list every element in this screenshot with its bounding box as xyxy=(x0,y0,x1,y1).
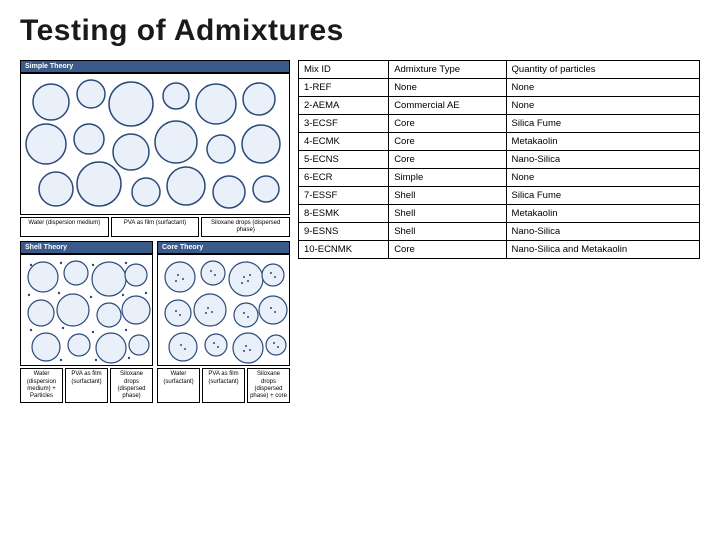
admixture-table: Mix ID Admixture Type Quantity of partic… xyxy=(298,60,700,259)
page-title: Testing of Admixtures xyxy=(0,0,720,48)
diagram-shell-svg xyxy=(21,255,152,365)
table-cell: Nano-Silica xyxy=(506,151,699,169)
label: Water (surfactant) xyxy=(157,368,200,403)
table-row: 7-ESSFShellSilica Fume xyxy=(299,187,700,205)
diagram-shell-header: Shell Theory xyxy=(20,241,153,254)
col-header: Admixture Type xyxy=(389,61,506,79)
table-cell: 4-ECMK xyxy=(299,133,389,151)
diagram-shell-labels: Water (dispersion medium) + Particles PV… xyxy=(20,368,153,403)
table-cell: Commercial AE xyxy=(389,97,506,115)
table-column: Mix ID Admixture Type Quantity of partic… xyxy=(298,60,700,403)
diagram-core-header: Core Theory xyxy=(157,241,290,254)
table-cell: Silica Fume xyxy=(506,187,699,205)
diagram-simple-header: Simple Theory xyxy=(20,60,290,73)
label: Siloxane drops (dispersed phase) + core xyxy=(247,368,290,403)
label: Water (dispersion medium) + Particles xyxy=(20,368,63,403)
table-cell: 9-ESNS xyxy=(299,223,389,241)
table-cell: Core xyxy=(389,241,506,259)
table-row: 4-ECMKCoreMetakaolin xyxy=(299,133,700,151)
table-cell: Silica Fume xyxy=(506,115,699,133)
table-cell: 3-ECSF xyxy=(299,115,389,133)
table-cell: 5-ECNS xyxy=(299,151,389,169)
diagram-core-svg xyxy=(158,255,289,365)
table-row: 1-REFNoneNone xyxy=(299,79,700,97)
diagram-core-labels: Water (surfactant) PVA as film (surfacta… xyxy=(157,368,290,403)
label: PVA as film (surfactant) xyxy=(65,368,108,403)
table-cell: 2-AEMA xyxy=(299,97,389,115)
table-cell: Core xyxy=(389,151,506,169)
table-row: 9-ESNSShellNano-Silica xyxy=(299,223,700,241)
table-cell: None xyxy=(506,169,699,187)
table-row: 8-ESMKShellMetakaolin xyxy=(299,205,700,223)
diagram-simple-svg xyxy=(21,74,289,214)
table-row: 6-ECRSimpleNone xyxy=(299,169,700,187)
table-row: 3-ECSFCoreSilica Fume xyxy=(299,115,700,133)
label: PVA as film (surfactant) xyxy=(111,217,200,237)
label: Siloxane drops (dispersed phase) xyxy=(110,368,153,403)
table-cell: 8-ESMK xyxy=(299,205,389,223)
table-cell: None xyxy=(506,79,699,97)
diagram-simple: Simple Theory Water (dispersion medium) … xyxy=(20,60,290,237)
table-row: 5-ECNSCoreNano-Silica xyxy=(299,151,700,169)
table-cell: 1-REF xyxy=(299,79,389,97)
table-cell: Shell xyxy=(389,205,506,223)
table-cell: 10-ECNMK xyxy=(299,241,389,259)
table-cell: Core xyxy=(389,115,506,133)
diagram-row-bottom: Shell Theory xyxy=(20,241,290,403)
table-cell: None xyxy=(506,97,699,115)
diagram-core: Core Theory xyxy=(157,241,290,403)
table-body: 1-REFNoneNone2-AEMACommercial AENone3-EC… xyxy=(299,79,700,259)
diagram-shell: Shell Theory xyxy=(20,241,153,403)
label: Water (dispersion medium) xyxy=(20,217,109,237)
label: PVA as film (surfactant) xyxy=(202,368,245,403)
col-header: Mix ID xyxy=(299,61,389,79)
table-header-row: Mix ID Admixture Type Quantity of partic… xyxy=(299,61,700,79)
table-row: 2-AEMACommercial AENone xyxy=(299,97,700,115)
diagrams-column: Simple Theory Water (dispersion medium) … xyxy=(20,60,290,403)
table-row: 10-ECNMKCoreNano-Silica and Metakaolin xyxy=(299,241,700,259)
table-cell: 7-ESSF xyxy=(299,187,389,205)
diagram-simple-body xyxy=(20,73,290,215)
table-cell: Nano-Silica xyxy=(506,223,699,241)
table-cell: Core xyxy=(389,133,506,151)
col-header: Quantity of particles xyxy=(506,61,699,79)
content-area: Simple Theory Water (dispersion medium) … xyxy=(20,60,700,403)
table-cell: None xyxy=(389,79,506,97)
table-cell: Shell xyxy=(389,187,506,205)
table-cell: Metakaolin xyxy=(506,205,699,223)
diagram-shell-body xyxy=(20,254,153,366)
label: Siloxane drops (dispersed phase) xyxy=(201,217,290,237)
table-cell: 6-ECR xyxy=(299,169,389,187)
table-cell: Shell xyxy=(389,223,506,241)
table-cell: Simple xyxy=(389,169,506,187)
table-cell: Metakaolin xyxy=(506,133,699,151)
diagram-core-body xyxy=(157,254,290,366)
diagram-simple-labels: Water (dispersion medium) PVA as film (s… xyxy=(20,217,290,237)
table-cell: Nano-Silica and Metakaolin xyxy=(506,241,699,259)
